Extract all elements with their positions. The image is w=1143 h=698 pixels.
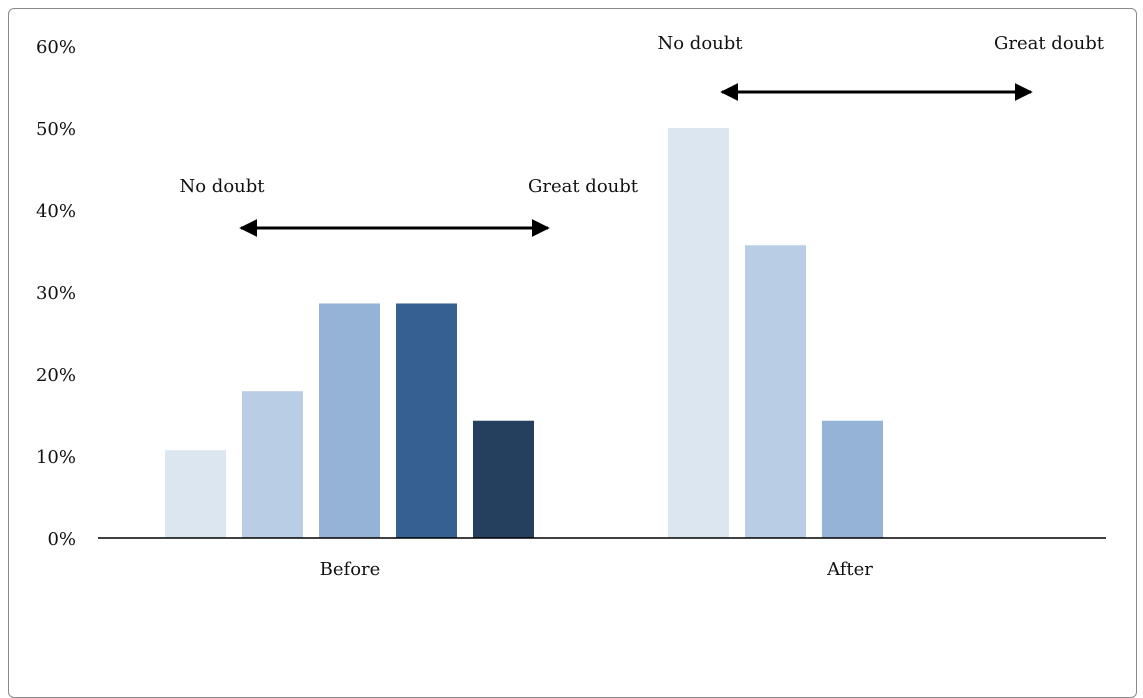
annotation-after-right-text: Great doubt — [994, 33, 1105, 54]
category-label-after: After — [826, 559, 873, 580]
y-tick-label: 20% — [36, 365, 76, 386]
annotation-before: No doubt Great doubt — [179, 176, 639, 237]
y-tick-label: 30% — [36, 283, 76, 304]
x-axis-labels: Before After — [320, 559, 874, 580]
annotation-after: No doubt Great doubt — [657, 33, 1105, 101]
annotation-after-left-text: No doubt — [657, 33, 743, 54]
annotation-before-right-text: Great doubt — [528, 176, 639, 197]
bar-before-1 — [165, 450, 226, 538]
bar-before-3 — [319, 303, 380, 538]
category-label-before: Before — [320, 559, 381, 580]
bars-group — [165, 128, 883, 538]
bar-after-1 — [668, 128, 729, 538]
y-tick-label: 10% — [36, 447, 76, 468]
bar-before-2 — [242, 391, 303, 538]
bar-after-3 — [822, 420, 883, 538]
bar-after-2 — [745, 245, 806, 538]
y-axis-ticks: 0% 10% 20% 30% 40% 50% 60% — [36, 37, 76, 550]
y-tick-label: 60% — [36, 37, 76, 58]
y-tick-label: 40% — [36, 201, 76, 222]
y-tick-label: 50% — [36, 119, 76, 140]
y-tick-label: 0% — [47, 529, 76, 550]
bar-before-5 — [473, 420, 534, 538]
bar-before-4 — [396, 303, 457, 538]
annotation-before-left-text: No doubt — [179, 176, 265, 197]
